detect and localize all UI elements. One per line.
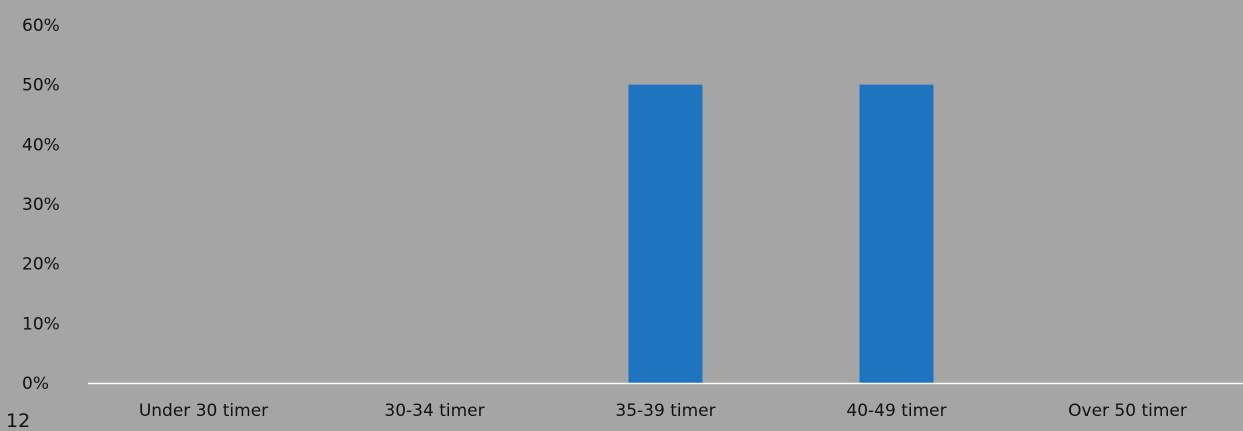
- slide-number: 12: [6, 410, 31, 431]
- bars: [628, 84, 934, 384]
- bar: [628, 84, 703, 384]
- x-tick-label: Under 30 timer: [139, 401, 268, 421]
- x-axis-labels: Under 30 timer 30-34 timer 35-39 timer 40-4…: [139, 401, 1187, 421]
- x-tick-label: 40-49 timer: [846, 401, 946, 421]
- x-tick-label: Over 50 timer: [1068, 401, 1187, 421]
- y-tick-label: 10%: [22, 314, 60, 334]
- y-tick-label: 60%: [22, 16, 60, 36]
- y-tick-label: 30%: [22, 195, 60, 215]
- y-axis-ticks: 0% 10% 20% 30% 40% 50% 60%: [22, 16, 60, 394]
- x-tick-label: 35-39 timer: [615, 401, 715, 421]
- y-tick-label: 20%: [22, 255, 60, 275]
- y-tick-label: 0%: [22, 374, 49, 394]
- y-tick-label: 50%: [22, 76, 60, 96]
- bar: [859, 84, 934, 384]
- x-tick-label: 30-34 timer: [384, 401, 484, 421]
- y-tick-label: 40%: [22, 135, 60, 155]
